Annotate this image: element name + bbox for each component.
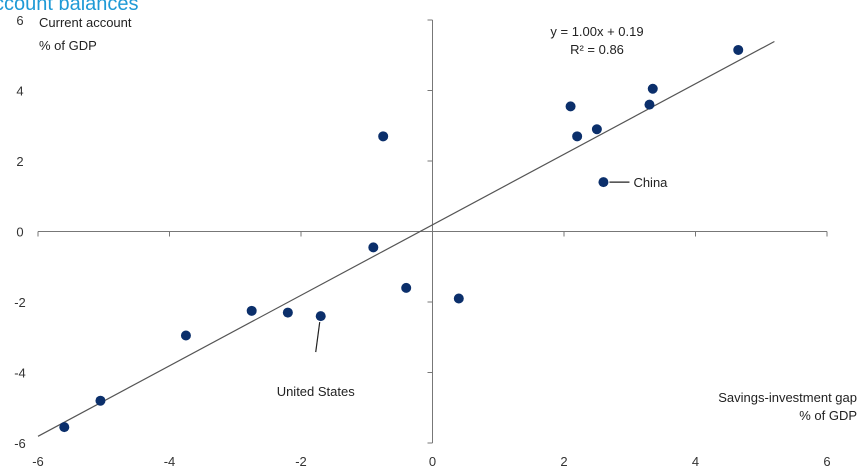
y-tick-label: -2 bbox=[14, 295, 26, 310]
y-axis-title: Current account % of GDP bbox=[39, 15, 132, 53]
x-tick-label: -2 bbox=[295, 454, 307, 468]
data-point bbox=[401, 282, 412, 293]
annotations: China United States bbox=[277, 175, 668, 399]
x-axis-title: Savings-investment gap % of GDP bbox=[718, 390, 857, 423]
regression-stats: y = 1.00x + 0.19 R² = 0.86 bbox=[550, 24, 643, 57]
data-point bbox=[572, 131, 583, 142]
data-point bbox=[647, 83, 658, 94]
trendline-path bbox=[37, 40, 775, 437]
trendline bbox=[37, 40, 775, 437]
data-point bbox=[598, 177, 609, 188]
data-point bbox=[315, 311, 326, 322]
x-axis-unit: % of GDP bbox=[799, 408, 857, 423]
y-axis-label: Current account bbox=[39, 15, 132, 30]
r-squared-label: R² = 0.86 bbox=[570, 42, 624, 57]
united-states-label: United States bbox=[277, 384, 356, 399]
china-label: China bbox=[633, 175, 668, 190]
x-tick-label: 6 bbox=[823, 454, 830, 468]
data-point bbox=[453, 293, 464, 304]
x-tick-label: 2 bbox=[560, 454, 567, 468]
y-tick-label: 6 bbox=[16, 13, 23, 28]
data-point bbox=[378, 131, 389, 142]
united-states-leader-line bbox=[315, 322, 321, 353]
y-tick-label: -4 bbox=[14, 366, 26, 381]
x-axis-label: Savings-investment gap bbox=[718, 390, 857, 405]
data-point bbox=[180, 330, 191, 341]
data-point bbox=[59, 422, 70, 433]
data-point bbox=[565, 101, 576, 112]
data-point bbox=[368, 242, 379, 253]
y-tick-label: -6 bbox=[14, 436, 26, 451]
x-tick-label: 0 bbox=[429, 454, 436, 468]
x-tick-label: -4 bbox=[164, 454, 176, 468]
y-tick-label: 2 bbox=[16, 154, 23, 169]
x-tick-label: 4 bbox=[692, 454, 699, 468]
axes: -6 -4 -2 0 2 4 6 -6 -4 -2 0 2 4 6 bbox=[14, 13, 830, 468]
data-point bbox=[95, 395, 106, 406]
y-tick-label: 0 bbox=[16, 225, 23, 240]
data-point bbox=[644, 99, 655, 110]
data-point bbox=[246, 305, 257, 316]
regression-equation: y = 1.00x + 0.19 bbox=[550, 24, 643, 39]
data-point bbox=[733, 44, 744, 55]
x-tick-label: -6 bbox=[32, 454, 44, 468]
y-axis-unit: % of GDP bbox=[39, 38, 97, 53]
data-point bbox=[282, 307, 293, 318]
data-points bbox=[59, 44, 744, 433]
data-point bbox=[591, 124, 602, 135]
chart-title: ccount balances bbox=[0, 0, 139, 15]
y-tick-label: 4 bbox=[16, 84, 23, 99]
